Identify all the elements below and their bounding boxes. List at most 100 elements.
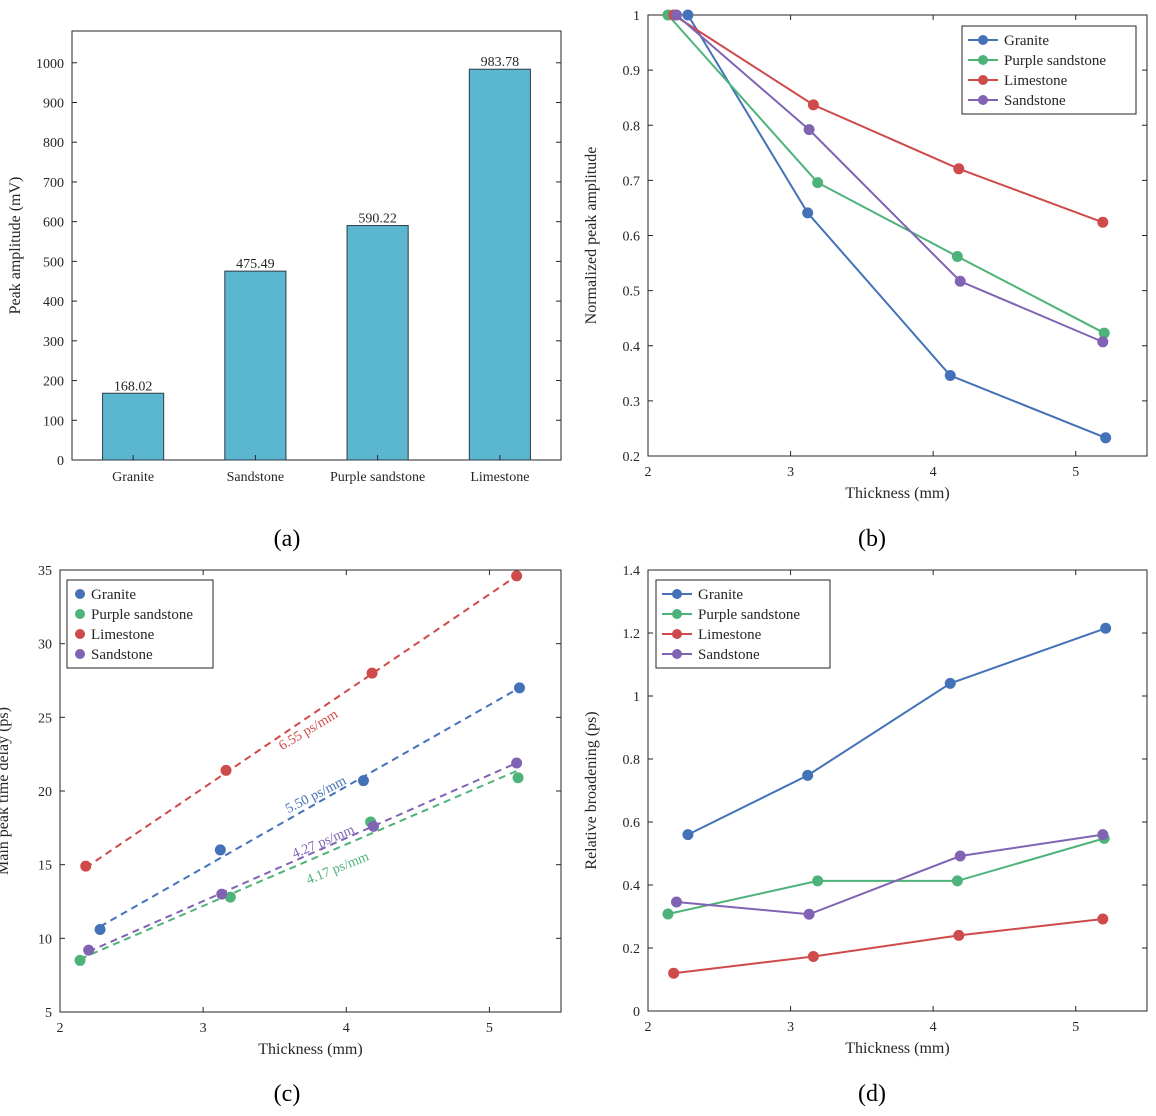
data-point-purple_sandstone — [1098, 327, 1110, 339]
series-line-sandstone — [676, 833, 1103, 916]
plot-frame-a — [71, 30, 562, 461]
legend-marker-limestone — [672, 629, 682, 639]
fit-line-granite — [99, 686, 520, 928]
fit-line-sandstone — [88, 762, 518, 953]
series-line-limestone — [673, 14, 1104, 224]
x-tick-label: 5 — [1072, 1020, 1079, 1035]
y-tick-label: 10 — [38, 932, 52, 947]
data-point-purple_sandstone — [812, 875, 824, 887]
legend-label-purple_sandstone: Purple sandstone — [1004, 53, 1106, 69]
x-axis-label: Thickness (mm) — [258, 1041, 362, 1058]
panel-c-scatter-chart: 5 10 15 20 25 30 35 2 3 4 5 Thickness (mm) Main peak… — [0, 564, 562, 1058]
legend-marker-purple_sandstone — [672, 609, 682, 619]
bar-value-label: 983.78 — [481, 55, 520, 70]
plot-frame-panel-d — [647, 569, 1148, 1012]
x-tick-label: 4 — [930, 465, 937, 480]
panel-label-a: (a) — [274, 526, 301, 552]
legend-label-sandstone: Sandstone — [91, 647, 153, 663]
fit-line-purple_sandstone — [79, 769, 519, 960]
data-point-limestone — [80, 860, 92, 872]
series-line-sandstone — [675, 14, 1104, 343]
data-point-granite — [944, 370, 956, 382]
x-tick-label: 5 — [486, 1021, 493, 1036]
legend-marker-purple_sandstone — [978, 55, 988, 65]
y-tick-label: 700 — [43, 176, 64, 191]
data-point-granite — [802, 769, 814, 781]
data-point-granite — [94, 923, 106, 935]
y-tick-label: 0.3 — [623, 395, 641, 410]
panel-label-d: (d) — [858, 1081, 886, 1107]
y-tick-label: 800 — [43, 136, 64, 151]
x-tick-label: 2 — [57, 1021, 64, 1036]
y-tick-label: 0.8 — [623, 753, 641, 768]
data-point-limestone — [807, 99, 819, 111]
data-point-granite — [1100, 432, 1112, 444]
data-point-granite — [214, 844, 226, 856]
legend-label-limestone: Limestone — [1004, 73, 1068, 89]
legend-label-limestone: Limestone — [91, 627, 155, 643]
series-line-purple_sandstone — [667, 837, 1105, 915]
y-tick-label: 35 — [38, 564, 52, 579]
x-tick-label: 4 — [343, 1021, 350, 1036]
bar-limestone — [468, 68, 531, 461]
data-point-purple_sandstone — [512, 772, 524, 784]
data-point-sandstone — [671, 896, 683, 908]
y-tick-label: 25 — [38, 711, 52, 726]
data-point-granite — [513, 682, 525, 694]
legend-marker-limestone — [75, 629, 85, 639]
y-tick-label: 0.7 — [623, 174, 641, 189]
y-tick-label: 100 — [43, 414, 64, 429]
legend-label-purple_sandstone: Purple sandstone — [91, 607, 193, 623]
y-tick-label: 1.4 — [623, 564, 641, 579]
y-tick-label: 0 — [57, 454, 64, 469]
bar-value-label: 475.49 — [236, 257, 275, 272]
data-point-purple_sandstone — [224, 891, 236, 903]
series-line-limestone — [673, 918, 1103, 975]
data-point-granite — [1100, 622, 1112, 634]
y-tick-label: 0.8 — [623, 119, 641, 134]
data-point-sandstone — [954, 850, 966, 862]
data-point-limestone — [668, 967, 680, 979]
data-point-sandstone — [83, 944, 95, 956]
data-point-limestone — [953, 163, 965, 175]
y-tick-label: 0.5 — [623, 285, 641, 300]
data-point-granite — [682, 9, 694, 21]
x-tick-label: 2 — [645, 465, 652, 480]
data-point-sandstone — [511, 757, 523, 769]
panel-a-bar-chart: 0 100 200 300 400 500 600 700 800 900 1000 168.02 Gr… — [7, 30, 562, 485]
panel-label-b: (b) — [858, 526, 886, 552]
y-tick-label: 300 — [43, 335, 64, 350]
y-tick-label: 0.9 — [623, 64, 641, 79]
y-axis-label: Main peak time delay (ps) — [0, 707, 12, 875]
slope-label-purple_sandstone: 4.17 ps/mm — [304, 849, 371, 888]
y-tick-label: 500 — [43, 255, 64, 270]
y-tick-label: 600 — [43, 216, 64, 231]
y-tick-label: 0.2 — [623, 450, 641, 465]
data-point-granite — [944, 677, 956, 689]
bar-granite — [102, 392, 165, 461]
slope-label-limestone: 6.55 ps/mm — [276, 707, 340, 754]
data-point-sandstone — [803, 124, 815, 136]
y-tick-label: 1.2 — [623, 627, 641, 642]
y-tick-label: 1000 — [36, 57, 64, 72]
data-point-granite — [682, 829, 694, 841]
data-point-sandstone — [216, 888, 228, 900]
data-point-sandstone — [1097, 336, 1109, 348]
y-tick-label: 0.6 — [623, 230, 641, 245]
legend-label-limestone: Limestone — [698, 627, 762, 643]
y-tick-label: 5 — [45, 1006, 52, 1021]
series-line-purple_sandstone — [667, 14, 1105, 334]
y-axis-label: Peak amplitude (mV) — [7, 177, 24, 315]
y-tick-label: 0.2 — [623, 942, 641, 957]
data-point-sandstone — [1097, 829, 1109, 841]
legend-label-granite: Granite — [1004, 33, 1049, 49]
x-category-label: Purple sandstone — [330, 470, 425, 485]
y-tick-label: 400 — [43, 295, 64, 310]
legend-marker-sandstone — [75, 649, 85, 659]
data-point-granite — [802, 207, 814, 219]
legend-box — [66, 579, 214, 669]
series-line-granite — [687, 14, 1107, 439]
x-category-label: Limestone — [470, 470, 529, 485]
data-point-limestone — [511, 570, 523, 582]
